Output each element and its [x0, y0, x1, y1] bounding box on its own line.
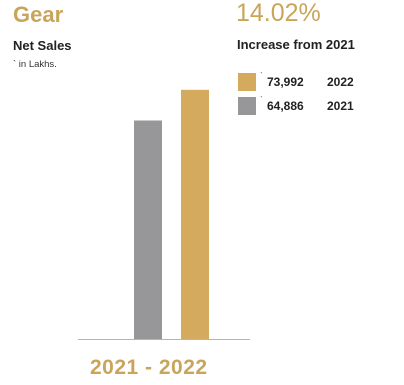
bar-2022 — [181, 89, 209, 339]
legend-value-2021: 64,886 — [267, 99, 304, 113]
currency-symbol: ` — [260, 71, 263, 81]
bar-2021 — [134, 120, 162, 339]
legend-year-2022: 2022 — [327, 75, 354, 89]
growth-percentage: 14.02% — [236, 0, 321, 27]
period-label: 2021 - 2022 — [90, 356, 208, 379]
unit-note: ` in Lakhs. — [13, 59, 57, 70]
legend-year-2021: 2021 — [327, 99, 354, 113]
legend-value-2022: 73,992 — [267, 75, 304, 89]
currency-symbol: ` — [260, 95, 263, 105]
growth-caption: Increase from 2021 — [237, 37, 355, 52]
chart-title: Gear — [13, 2, 64, 27]
legend-swatch-2021 — [238, 97, 256, 115]
chart-subtitle: Net Sales — [13, 38, 72, 53]
legend-swatch-2022 — [238, 73, 256, 91]
